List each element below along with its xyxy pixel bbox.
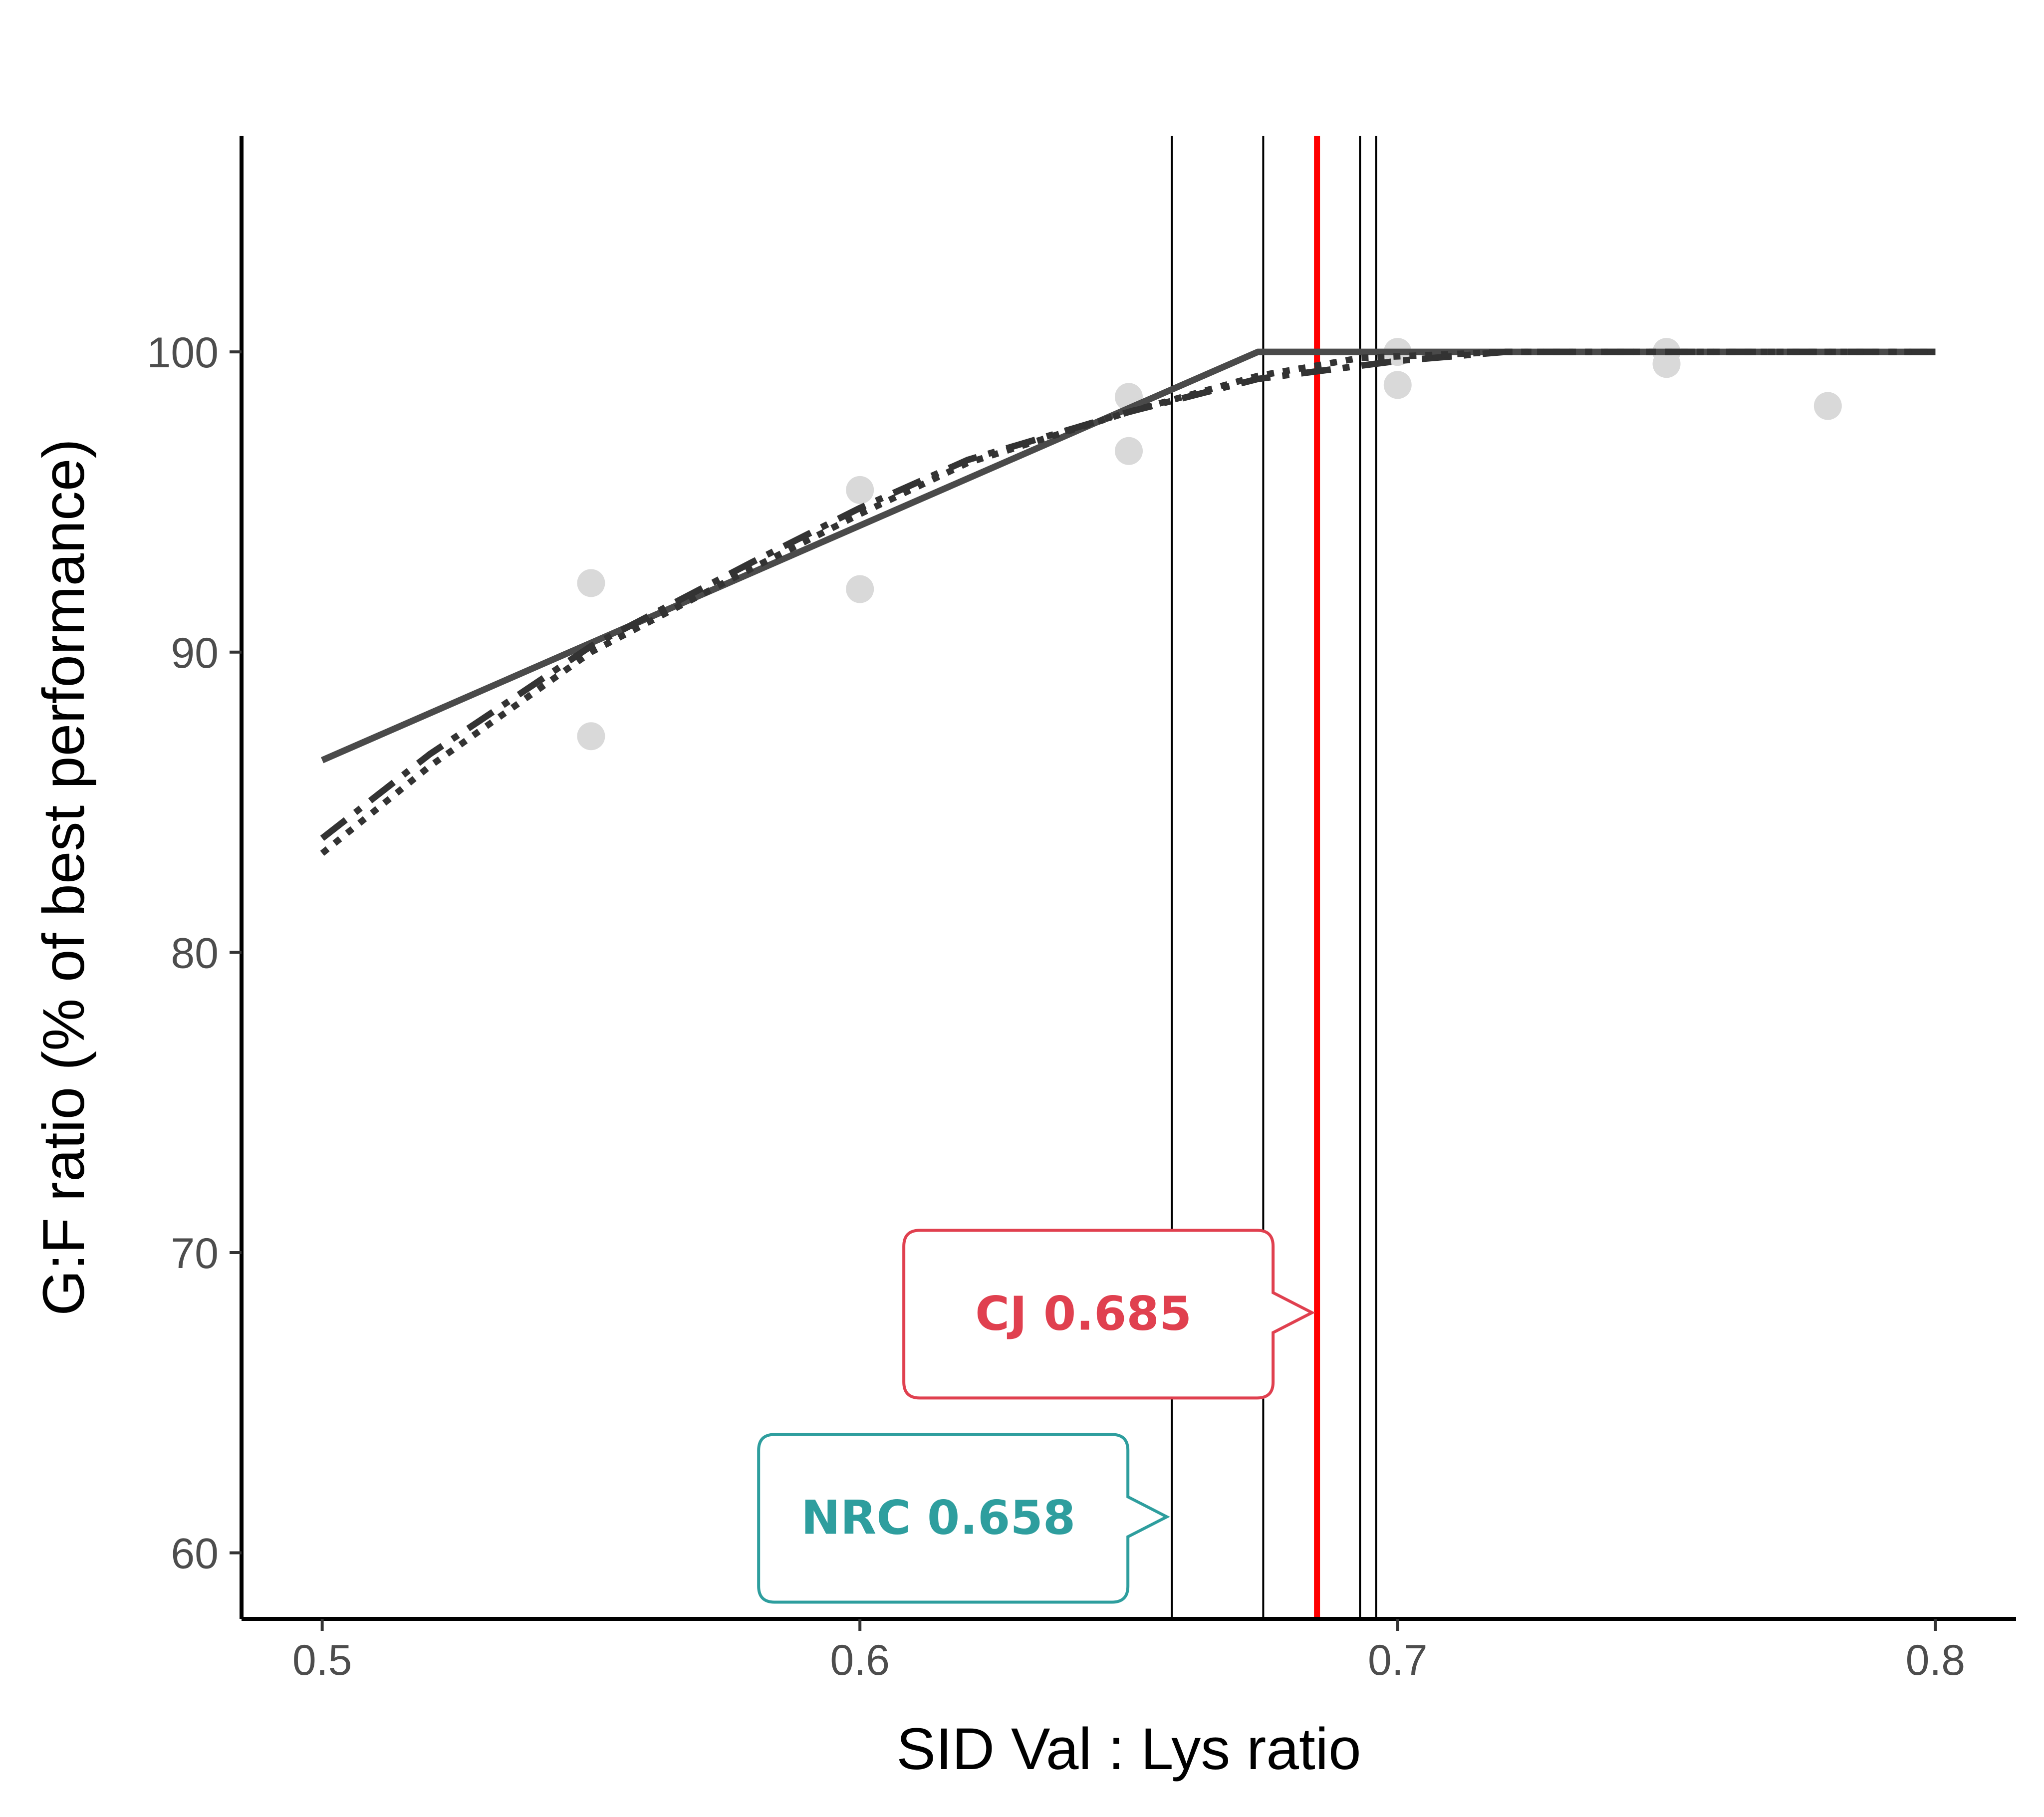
data-point: [1652, 350, 1681, 378]
data-point: [1813, 392, 1842, 420]
annotations: CJ 0.685 NRC 0.658: [757, 1229, 1315, 1604]
callout-box: [902, 1229, 1315, 1400]
data-point: [577, 569, 605, 597]
x-tick-label: 0.6: [830, 1636, 890, 1684]
x-tick-label: 0.7: [1368, 1636, 1428, 1684]
x-tick-label: 0.8: [1906, 1636, 1966, 1684]
callout-label: CJ 0.685: [975, 1287, 1192, 1341]
axis-ticks: 0.5 0.6 0.7 0.8 60 70 80 90 100: [147, 329, 1966, 1684]
series-line: [320, 348, 1936, 841]
x-tick-label: 0.5: [292, 1636, 352, 1684]
data-point: [846, 476, 874, 504]
data-point: [1115, 437, 1143, 465]
data-point: [1383, 371, 1412, 399]
y-axis-title: G:F ratio (% of best performance): [31, 439, 97, 1316]
y-tick-label: 80: [171, 929, 219, 977]
y-tick-label: 90: [171, 629, 219, 677]
y-tick-label: 60: [171, 1530, 219, 1578]
y-tick-label: 70: [171, 1230, 219, 1278]
y-tick-label: 100: [147, 329, 219, 377]
plot-area: [320, 136, 1936, 1619]
callout-box: [757, 1433, 1170, 1604]
data-point: [577, 722, 605, 751]
x-axis-title: SID Val : Lys ratio: [896, 1716, 1361, 1782]
callout-label: NRC 0.658: [801, 1491, 1075, 1545]
data-point: [846, 575, 874, 603]
